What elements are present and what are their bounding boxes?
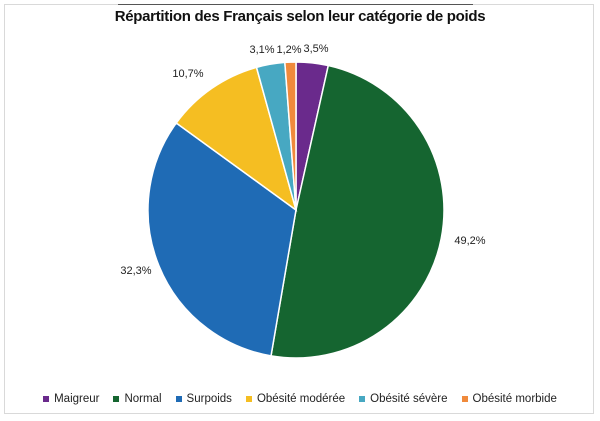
legend-item: Surpoids [175,393,232,405]
legend-swatch [175,396,182,402]
legend-label: Obésité morbide [472,393,557,405]
legend-item: Maigreur [43,393,99,405]
slice-label: 49,2% [454,235,485,247]
legend-swatch [461,396,468,402]
legend-label: Obésité sévère [370,393,448,405]
legend-label: Normal [124,393,162,405]
legend-item: Obésité sévère [359,393,448,405]
slice-label: 3,1% [249,44,274,56]
chart-legend: Maigreur Normal Surpoids Obésité modérée Obé… [0,390,600,408]
legend-item: Obésité modérée [245,393,346,405]
slice-label: 32,3% [120,265,151,277]
pie-slice-normal [270,64,445,359]
legend-swatch [43,396,50,402]
pie-slices [147,61,445,359]
slice-label: 3,5% [303,43,328,55]
slice-labels: 3,5% 49,2% 32,3% 10,7% 3,1% 1,2% [120,43,485,277]
pie-slice-obésité-morbide [284,61,297,211]
legend-label: Obésité modérée [256,393,346,405]
pie-slice-surpoids [147,121,297,357]
legend-swatch [245,396,252,402]
legend-swatch [359,396,366,402]
legend-item: Obésité morbide [461,393,557,405]
legend-label: Maigreur [54,393,100,405]
slice-label: 1,2% [276,44,301,56]
legend-item: Normal [113,393,162,405]
legend-label: Surpoids [186,393,232,405]
slice-label: 10,7% [172,68,203,80]
legend-swatch [113,396,120,402]
title-rule [118,4,473,5]
chart-title: Répartition des Français selon leur caté… [114,8,486,25]
